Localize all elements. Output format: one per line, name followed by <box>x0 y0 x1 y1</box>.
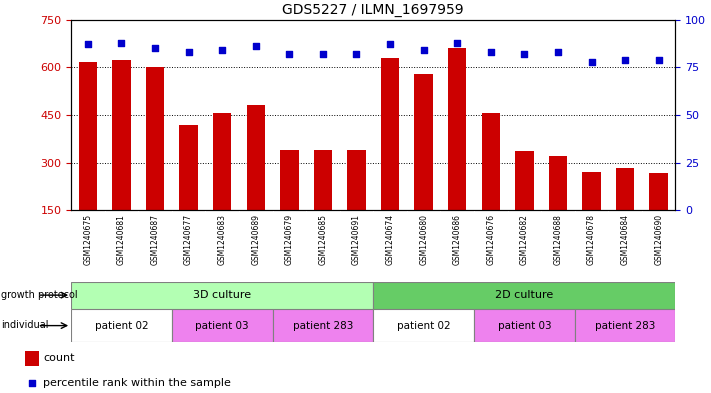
Point <box>552 49 564 55</box>
Text: individual: individual <box>1 320 49 331</box>
Bar <box>582 172 601 210</box>
Bar <box>448 48 466 210</box>
FancyBboxPatch shape <box>373 309 474 342</box>
Point <box>116 39 127 46</box>
Point <box>183 49 194 55</box>
Text: patient 03: patient 03 <box>498 321 551 331</box>
Text: GSM1240679: GSM1240679 <box>285 214 294 265</box>
Text: growth protocol: growth protocol <box>1 290 78 300</box>
Bar <box>347 150 365 210</box>
Point <box>451 39 463 46</box>
Text: patient 02: patient 02 <box>397 321 451 331</box>
Bar <box>79 62 97 210</box>
Text: patient 02: patient 02 <box>95 321 149 331</box>
FancyBboxPatch shape <box>172 309 272 342</box>
Bar <box>381 59 400 210</box>
Bar <box>25 351 38 365</box>
Point <box>250 43 262 50</box>
FancyBboxPatch shape <box>474 309 574 342</box>
Bar <box>247 105 265 210</box>
Bar <box>649 173 668 210</box>
Text: GSM1240691: GSM1240691 <box>352 214 361 265</box>
Bar <box>112 60 131 210</box>
Text: 2D culture: 2D culture <box>496 290 553 300</box>
Text: GSM1240688: GSM1240688 <box>553 214 562 264</box>
Bar <box>616 168 634 210</box>
Point <box>385 41 396 48</box>
Bar <box>146 67 164 210</box>
Text: GSM1240687: GSM1240687 <box>151 214 159 265</box>
Point <box>485 49 496 55</box>
Point <box>653 57 664 63</box>
Text: GSM1240674: GSM1240674 <box>385 214 395 265</box>
Point <box>149 45 161 51</box>
FancyBboxPatch shape <box>71 282 373 309</box>
FancyBboxPatch shape <box>71 309 172 342</box>
Text: patient 283: patient 283 <box>293 321 353 331</box>
Text: GSM1240683: GSM1240683 <box>218 214 227 265</box>
FancyBboxPatch shape <box>272 309 373 342</box>
Bar <box>481 113 500 210</box>
Text: count: count <box>43 353 75 363</box>
Bar <box>213 113 231 210</box>
Text: GSM1240676: GSM1240676 <box>486 214 496 265</box>
Text: GSM1240689: GSM1240689 <box>251 214 260 265</box>
Point <box>518 51 530 57</box>
Text: GSM1240684: GSM1240684 <box>621 214 629 265</box>
Text: patient 283: patient 283 <box>595 321 656 331</box>
Text: 3D culture: 3D culture <box>193 290 251 300</box>
Title: GDS5227 / ILMN_1697959: GDS5227 / ILMN_1697959 <box>282 3 464 17</box>
Point <box>26 380 37 386</box>
Text: patient 03: patient 03 <box>196 321 249 331</box>
Point <box>82 41 94 48</box>
FancyBboxPatch shape <box>373 282 675 309</box>
Point <box>351 51 362 57</box>
Point <box>586 59 597 65</box>
Point <box>284 51 295 57</box>
Text: GSM1240685: GSM1240685 <box>319 214 327 265</box>
Point <box>216 47 228 53</box>
Bar <box>179 125 198 210</box>
Text: GSM1240690: GSM1240690 <box>654 214 663 265</box>
Text: GSM1240686: GSM1240686 <box>453 214 461 265</box>
Bar <box>314 150 332 210</box>
Text: percentile rank within the sample: percentile rank within the sample <box>43 378 231 387</box>
Text: GSM1240675: GSM1240675 <box>83 214 92 265</box>
Bar <box>515 151 533 210</box>
Text: GSM1240682: GSM1240682 <box>520 214 529 264</box>
Text: GSM1240680: GSM1240680 <box>419 214 428 265</box>
Text: GSM1240681: GSM1240681 <box>117 214 126 264</box>
Point <box>418 47 429 53</box>
Point <box>619 57 631 63</box>
Bar <box>415 74 433 210</box>
Bar <box>549 156 567 210</box>
Point <box>317 51 328 57</box>
Text: GSM1240678: GSM1240678 <box>587 214 596 265</box>
FancyBboxPatch shape <box>574 309 675 342</box>
Bar <box>280 150 299 210</box>
Text: GSM1240677: GSM1240677 <box>184 214 193 265</box>
